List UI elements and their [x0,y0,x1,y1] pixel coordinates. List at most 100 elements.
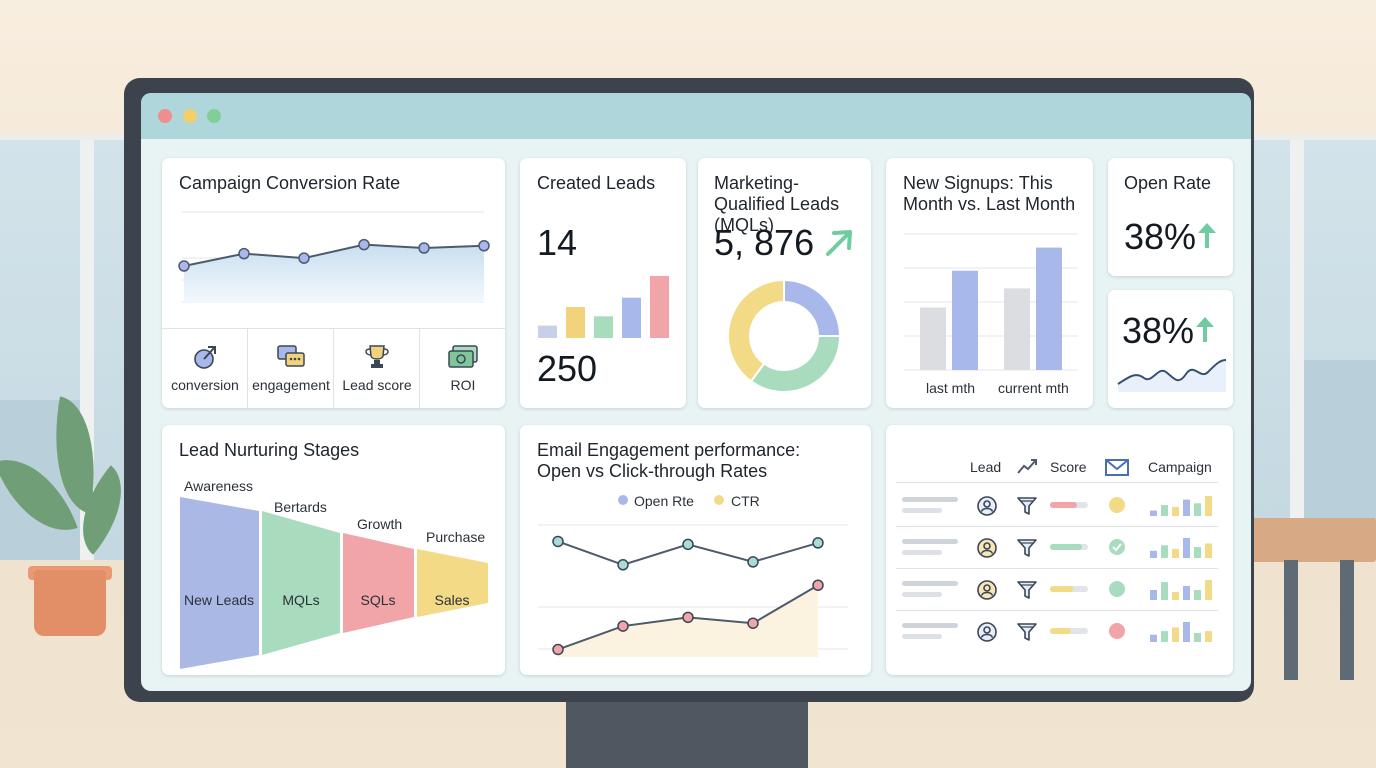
lead-stages-card: Lead Nurturing Stages Awareness Bertards… [162,425,505,675]
ctr-point [552,643,564,656]
window-maximize-button[interactable] [207,109,221,123]
table-row[interactable] [896,611,1218,652]
funnel-segment-new-leads [180,497,259,669]
lead-stages-title: Lead Nurturing Stages [179,440,360,460]
funnel-filter-icon[interactable] [1016,495,1038,517]
campaign-mini-bar [1205,580,1212,600]
campaign-mini-bar [1161,582,1168,600]
campaign-point [358,238,370,251]
column-header-lead[interactable]: Lead [970,459,1002,475]
plant-pot [34,570,106,636]
open-rate-trend-card: 38% [1108,290,1233,408]
campaign-mini-bar [1172,627,1179,642]
metric-tile-roi[interactable]: ROI [420,329,505,408]
lead-name-placeholder [902,623,958,628]
campaign-point [298,252,310,264]
campaign-mini-chart [1150,496,1212,516]
metric-label: ROI [450,377,476,393]
stage-top-label: Bertards [274,499,327,515]
open-rate-trend-value: 38% [1122,310,1195,351]
signups-bar [952,270,978,370]
lead-name-placeholder [902,539,958,544]
campaign-mini-bar [1150,550,1157,558]
campaign-mini-chart [1150,538,1212,558]
lead-name-placeholder [902,497,958,502]
funnel-label: MQLs [282,592,319,608]
campaign-mini-bar [1150,634,1157,642]
open-rate-sparkline [1117,359,1227,392]
table-leg [1284,560,1298,680]
metric-tile-conversion[interactable]: conversion [162,329,248,408]
side-table [1250,518,1376,562]
ctr-point [682,611,694,624]
email-engagement-chart [538,524,848,657]
score-track [1050,586,1088,592]
created-leads-total: 250 [537,348,598,389]
campaign-mini-chart [1150,580,1212,600]
campaign-mini-bar [1205,631,1212,642]
campaign-mini-chart [1150,622,1212,642]
score-track [1050,502,1088,508]
dashboard-screen: Campaign Conversion Rate conversion enga… [141,93,1251,691]
signups-bar [1036,247,1062,370]
trend-up-arrow-icon [826,230,852,256]
funnel-filter-icon[interactable] [1016,537,1038,559]
stage-top-label: Awareness [184,478,254,494]
funnel-filter-icon[interactable] [1016,579,1038,601]
metric-label: Lead score [342,377,412,393]
funnel-label: Sales [434,592,469,608]
envelope-icon [1105,459,1129,476]
status-dot [1109,581,1125,597]
lead-detail-placeholder [902,592,942,597]
created-leads-chart [538,276,669,338]
status-dot [1109,623,1125,639]
funnel-filter-icon[interactable] [1016,621,1038,643]
signups-group-label: last mth [926,380,976,396]
created-leads-card: Created Leads 14 250 [520,158,686,408]
campaign-mini-bar [1205,543,1212,558]
campaign-mini-bar [1183,499,1190,516]
mql-donut-slice [783,278,842,337]
lead-detail-placeholder [902,550,942,555]
campaign-conversion-card: Campaign Conversion Rate conversion enga… [162,158,505,408]
campaign-point [478,240,490,252]
open-rate-point [812,537,824,549]
monitor-stand [566,700,808,768]
campaign-point [178,260,190,272]
funnel-chart: New Leads MQLs SQLs Sales [180,497,488,669]
score-track [1050,544,1088,550]
table-row[interactable] [896,527,1218,569]
conversion-icon [194,346,216,369]
score-fill [1050,586,1073,592]
legend-swatch-ctr [714,495,724,505]
created-leads-bar [538,325,557,338]
lead-table-card: Lead Score Campaign [886,425,1233,675]
window-minimize-button[interactable] [183,109,197,123]
column-header-campaign[interactable]: Campaign [1148,459,1212,475]
mql-title: Marketing-Qualified Leads (MQLs) [714,173,840,235]
metric-tile-lead-score[interactable]: Lead score [334,329,420,408]
metric-tile-engagement[interactable]: engagement [248,329,334,408]
user-avatar-icon [977,622,997,642]
user-avatar-icon [977,496,997,516]
table-row[interactable] [896,485,1218,527]
table-row[interactable] [896,569,1218,611]
score-track [1050,628,1088,634]
campaign-area [184,244,484,302]
column-header-score[interactable]: Score [1050,459,1087,475]
created-leads-bar [566,307,585,338]
arrow-up-icon [1198,223,1216,248]
created-leads-bar [622,297,641,338]
stage-top-label: Purchase [426,529,486,545]
score-fill [1050,628,1071,634]
funnel-segment-mqls [262,511,340,655]
funnel-label: New Leads [184,592,254,608]
campaign-conversion-title: Campaign Conversion Rate [179,173,401,193]
ctr-point [812,579,824,591]
open-rate-point [682,538,694,551]
window-close-button[interactable] [158,109,172,123]
campaign-mini-bar [1161,631,1168,642]
user-avatar-icon [977,580,997,600]
campaign-line [183,243,485,267]
metric-label: conversion [171,377,239,393]
